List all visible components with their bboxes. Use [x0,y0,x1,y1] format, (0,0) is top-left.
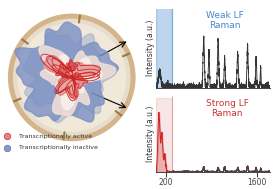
Text: Strong LF
Raman: Strong LF Raman [206,99,248,118]
Circle shape [14,19,130,136]
Point [5,146,9,149]
Point [5,135,9,138]
Polygon shape [44,55,100,99]
Text: Transcriptionally active: Transcriptionally active [19,134,92,139]
Polygon shape [66,60,78,71]
Y-axis label: Intensity (a.u.): Intensity (a.u.) [145,20,155,76]
Polygon shape [56,64,70,78]
Polygon shape [23,33,116,123]
Text: Weak LF
Raman: Weak LF Raman [206,11,243,30]
Text: Transcriptionally inactive: Transcriptionally inactive [19,145,97,150]
Polygon shape [75,75,88,89]
Polygon shape [15,22,118,122]
Polygon shape [39,46,116,116]
Polygon shape [44,54,102,110]
Circle shape [18,24,126,131]
Circle shape [9,14,135,141]
Y-axis label: Intensity (a.u.): Intensity (a.u.) [145,106,155,162]
